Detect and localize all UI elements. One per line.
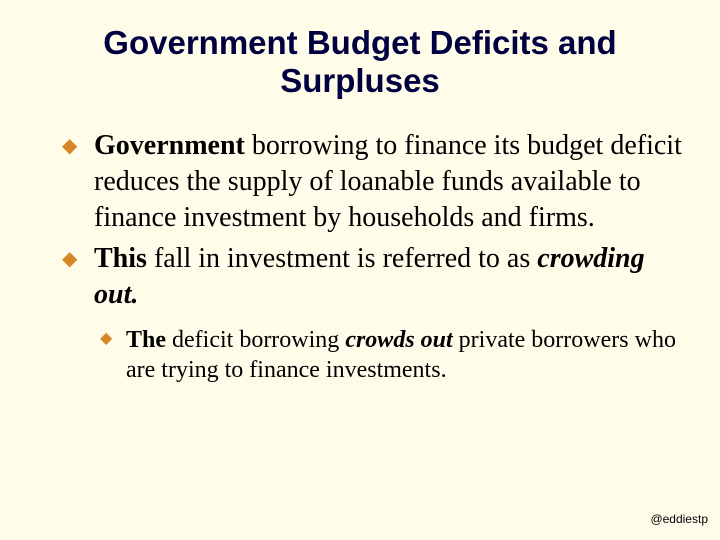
bullet-list-level-2: The deficit borrowing crowds out private… <box>38 325 682 385</box>
list-item: This fall in investment is referred to a… <box>62 241 682 313</box>
slide-title: Government Budget Deficits and Surpluses <box>38 24 682 100</box>
bullet-emphasis: crowds out <box>345 327 458 353</box>
footer-left-block <box>0 494 236 520</box>
bullet-text: fall in investment is referred to as <box>147 243 537 274</box>
list-item: Government borrowing to finance its budg… <box>62 128 682 235</box>
bullet-list-level-1: Government borrowing to finance its budg… <box>38 128 682 313</box>
bullet-lead: The <box>126 327 166 353</box>
list-item: The deficit borrowing crowds out private… <box>100 325 682 385</box>
author-handle: @eddiestp <box>650 512 708 526</box>
bullet-text: deficit borrowing <box>166 327 345 353</box>
bullet-lead: This <box>94 243 147 274</box>
bullet-lead: Government <box>94 130 245 161</box>
